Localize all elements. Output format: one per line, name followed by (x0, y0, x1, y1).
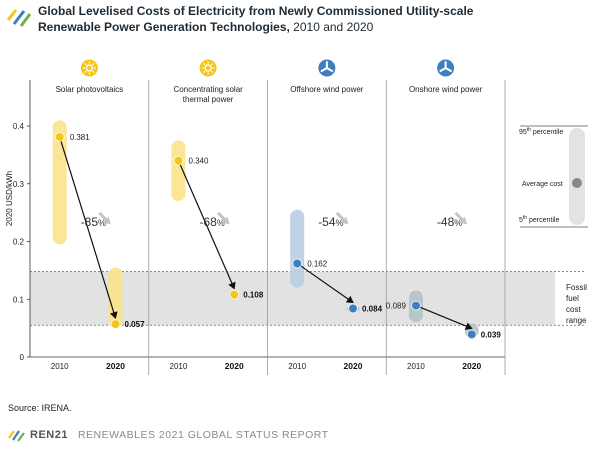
value-label-2010: 0.162 (307, 259, 328, 268)
fossil-range-label-line: fuel (566, 294, 579, 303)
technology-panel-2: Offshore wind power 0.162 0.084 -54% 2010 202… (267, 59, 383, 375)
wind-turbine-icon (437, 59, 455, 77)
range-bar-2010 (171, 140, 186, 202)
range-bar-2010 (290, 209, 305, 288)
title-line-2: Renewable Power Generation Technologies,… (38, 19, 578, 35)
legend-95th-percentile-label: 95th percentile (519, 127, 563, 136)
x-tick-label-2020: 2020 (344, 361, 363, 371)
technology-name: Solar photovoltaics (56, 85, 124, 94)
sun-ray (210, 70, 214, 74)
average-dot-2020 (467, 330, 476, 339)
technology-name: Concentrating solar (173, 85, 243, 94)
technology-name: thermal power (183, 95, 234, 104)
fossil-range-label-line: Fossil (566, 283, 587, 292)
value-label-2010: 0.089 (386, 302, 407, 311)
title-line-2-bold: Renewable Power Generation Technologies, (38, 20, 290, 34)
technology-panel-0: Solar photovoltaics 0.381 0.057 -85% 2010 202… (51, 59, 146, 371)
technology-name: Offshore wind power (290, 85, 364, 94)
x-tick-label-2020: 2020 (462, 361, 481, 371)
legend-average-dot (572, 178, 582, 188)
percentile-legend: 95th percentile Average cost 5th percentil… (519, 125, 588, 228)
fossil-range-label-line: range (566, 316, 587, 325)
average-dot-2020 (230, 290, 239, 299)
title-line-1: Global Levelised Costs of Electricity fr… (38, 4, 474, 18)
footer-report-name: RENEWABLES 2021 GLOBAL STATUS REPORT (77, 429, 329, 441)
legend-average-cost-label: Average cost (522, 181, 563, 188)
source-note: Source: IRENA. (8, 403, 72, 413)
x-tick-label-2020: 2020 (225, 361, 244, 371)
y-tick-label: 0.4 (13, 122, 25, 131)
technology-panel-3: Onshore wind power 0.089 0.039 -48% 2010 2020 (385, 59, 502, 375)
y-tick-label: 0 (20, 353, 25, 362)
y-axis-label: 2020 USD/kWh (5, 171, 14, 226)
average-dot-2010 (411, 301, 420, 310)
legend-5th-percentile-label: 5th percentile (519, 215, 559, 224)
value-label-2020: 0.108 (243, 291, 264, 300)
x-tick-label-2010: 2010 (51, 362, 69, 371)
percent-change: -54% (318, 215, 343, 229)
x-tick-label-2020: 2020 (106, 361, 125, 371)
y-tick-label: 0.3 (13, 180, 25, 189)
sun-ray (203, 62, 206, 66)
x-tick-label-2010: 2010 (170, 362, 188, 371)
sun-ray (210, 62, 214, 66)
value-label-2020: 0.039 (481, 330, 502, 339)
percent-change: -85% (81, 215, 106, 229)
sun-ray (84, 62, 87, 66)
value-label-2020: 0.084 (362, 304, 383, 313)
wind-turbine-icon (318, 59, 336, 77)
sun-ray (92, 70, 95, 74)
sun-ray (203, 70, 206, 74)
range-bar-2010 (52, 120, 67, 245)
title-line-2-light: 2010 and 2020 (289, 20, 374, 34)
sun-ray (92, 62, 95, 66)
decline-arrow-icon (335, 211, 349, 225)
average-dot-2010 (174, 156, 183, 165)
y-tick-label: 0.2 (13, 238, 25, 247)
fossil-range-label-line: cost (566, 305, 581, 314)
chart-title: Global Levelised Costs of Electricity fr… (38, 3, 578, 35)
sun-ray (84, 70, 87, 74)
change-arrow (415, 305, 473, 330)
sun-core (204, 64, 212, 72)
percent-change: -48% (437, 215, 462, 229)
report-footer: REN21 RENEWABLES 2021 GLOBAL STATUS REPO… (8, 428, 329, 442)
change-arrow (296, 262, 354, 304)
average-dot-2010 (293, 259, 302, 268)
change-arrow (59, 136, 118, 320)
lcoe-chart: Fossil fuel cost range 0 0.1 0.2 0.3 0.4 2020 USD… (5, 59, 588, 375)
change-arrow (177, 160, 236, 290)
average-dot-2020 (111, 320, 120, 329)
turbine-blade (320, 67, 328, 72)
value-label-2020: 0.057 (125, 320, 146, 329)
x-tick-label-2010: 2010 (288, 362, 306, 371)
value-label-2010: 0.340 (188, 157, 209, 166)
value-label-2010: 0.381 (70, 133, 91, 142)
sun-icon (80, 59, 98, 77)
y-tick-label: 0.1 (13, 295, 25, 304)
x-tick-label-2010: 2010 (407, 362, 425, 371)
sun-core (85, 64, 94, 72)
range-bar-2020 (108, 267, 123, 329)
sun-icon (199, 59, 217, 77)
percent-change: -68% (199, 215, 224, 229)
decline-arrow-icon (454, 211, 468, 225)
legend-range-bar (569, 128, 585, 225)
average-dot-2020 (349, 304, 357, 313)
ren21-footer-logo-icon (8, 430, 25, 442)
ren21-logo-mark (6, 9, 32, 27)
decline-arrow-icon (217, 211, 230, 225)
technology-name: Onshore wind power (409, 85, 483, 94)
footer-brand: REN21 (30, 429, 68, 441)
turbine-blade (439, 67, 447, 72)
average-dot-2010 (55, 132, 64, 141)
decline-arrow-icon (98, 211, 111, 225)
